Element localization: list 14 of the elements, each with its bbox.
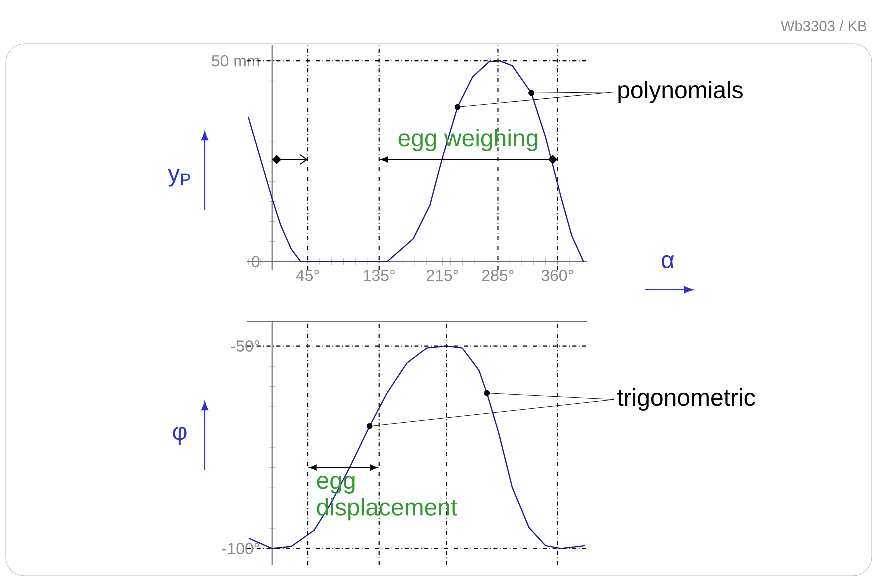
y-axis-title: y$_{P}$ <box>168 169 190 187</box>
y-tick-label: -100° <box>222 543 260 554</box>
x-tick-label: 135° <box>364 270 395 282</box>
annotation: trigonometric <box>617 388 756 411</box>
y-tick-label: -50° <box>232 340 260 352</box>
x-tick-label: 360° <box>542 270 574 282</box>
x-tick-label: 285° <box>482 270 514 282</box>
y-tick-label: 50 mm <box>212 55 260 67</box>
text: polynomials <box>618 81 743 104</box>
x-tick-label: 215° <box>427 270 458 282</box>
x-tick-label: 45° <box>296 270 320 282</box>
x-axis-title: α <box>662 255 674 269</box>
y-axis-title: φ <box>173 427 187 445</box>
text: Wb3303 / KB <box>780 20 867 32</box>
